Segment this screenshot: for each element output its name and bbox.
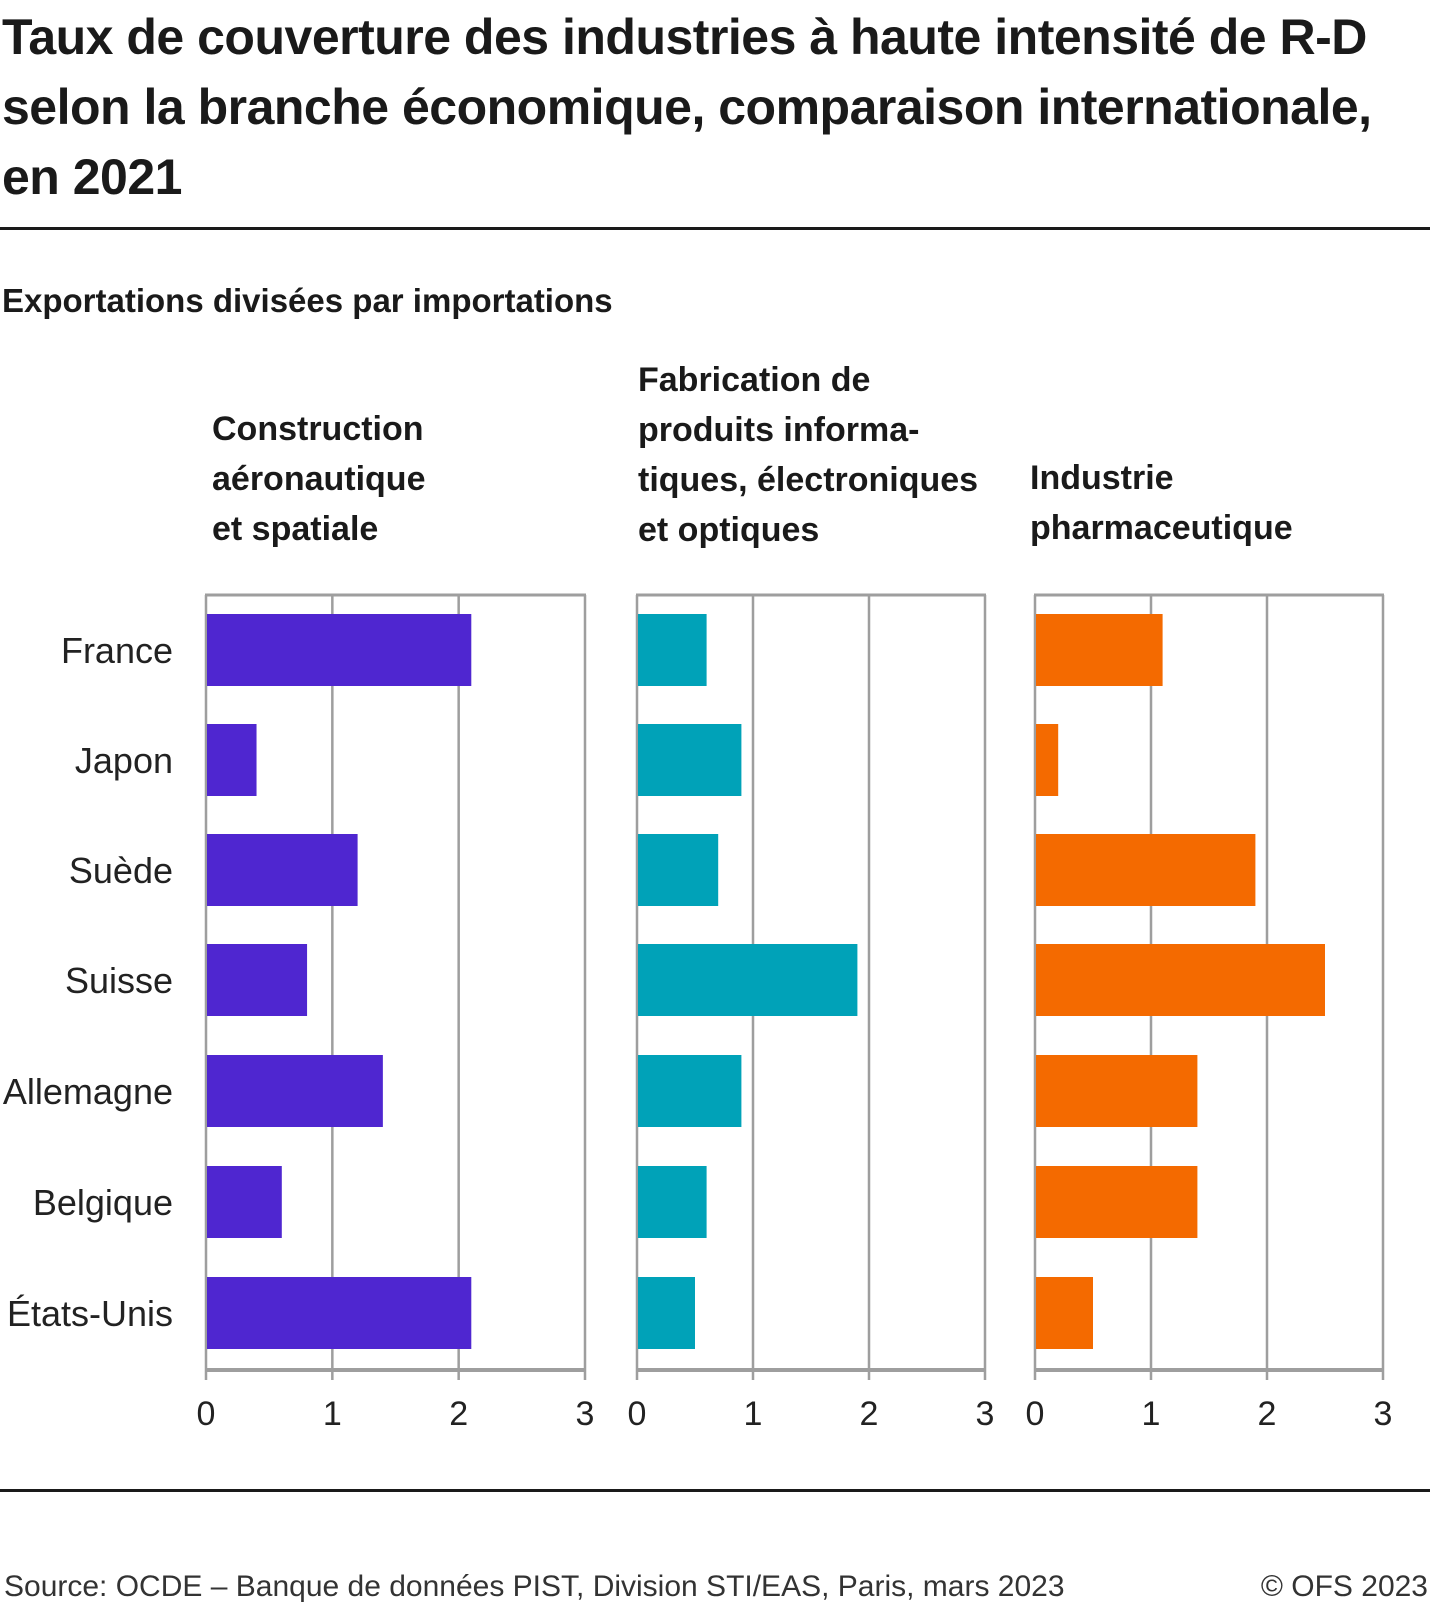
- panel-title-line: et optiques: [638, 511, 820, 549]
- bar: [638, 1166, 707, 1238]
- panel-title-pharma: Industrie pharmaceutique: [1030, 453, 1293, 553]
- category-label: France: [61, 630, 173, 671]
- panel-title-line: pharmaceutique: [1030, 509, 1293, 547]
- bar: [638, 724, 742, 796]
- x-tick-label: 3: [1374, 1395, 1393, 1433]
- category-label: Suède: [69, 850, 173, 891]
- bar: [207, 724, 257, 796]
- x-tick-label: 2: [860, 1395, 879, 1433]
- bar: [207, 944, 308, 1016]
- bar: [638, 614, 707, 686]
- x-tick-label: 1: [323, 1395, 342, 1433]
- chart-area: France Japon Suède Suisse Allemagne Belgique É…: [3, 593, 1393, 1433]
- bar: [638, 944, 858, 1016]
- panel-title-line: et spatiale: [212, 510, 379, 548]
- bottom-divider: [0, 1489, 1430, 1492]
- x-tick-label: 0: [1026, 1395, 1045, 1433]
- x-tick-label: 2: [449, 1395, 468, 1433]
- category-label: Allemagne: [3, 1071, 173, 1112]
- panel-title-electronics: Fabrication de produits informa- tiques,…: [638, 355, 978, 555]
- bar: [1036, 614, 1163, 686]
- panel-title-line: produits informa-: [638, 411, 920, 449]
- panel-title-aeronautics: Construction aéronautique et spatiale: [212, 404, 425, 554]
- panel-title-line: Fabrication de: [638, 361, 871, 399]
- x-tick-label: 2: [1258, 1395, 1277, 1433]
- bar: [207, 1277, 472, 1349]
- bar: [1036, 944, 1325, 1016]
- source-note: Source: OCDE – Banque de données PIST, D…: [4, 1570, 1065, 1603]
- panel-title-line: Industrie: [1030, 459, 1174, 497]
- x-tick-label: 1: [744, 1395, 763, 1433]
- bar: [638, 1277, 695, 1349]
- bar: [207, 614, 472, 686]
- bar: [1036, 834, 1256, 906]
- bar: [207, 1166, 282, 1238]
- x-tick-label: 3: [576, 1395, 595, 1433]
- panel-title-line: aéronautique: [212, 460, 426, 498]
- panel-title-line: tiques, électroniques: [638, 461, 979, 499]
- chart-title: Taux de couverture des industries à haut…: [2, 9, 1372, 205]
- bar: [1036, 724, 1059, 796]
- x-tick-label: 0: [197, 1395, 216, 1433]
- category-label: Suisse: [65, 960, 173, 1001]
- x-tick-label: 3: [976, 1395, 995, 1433]
- bar: [1036, 1055, 1198, 1127]
- x-tick-label: 0: [628, 1395, 647, 1433]
- bar: [1036, 1277, 1093, 1349]
- x-tick-label: 1: [1142, 1395, 1161, 1433]
- bar: [638, 834, 719, 906]
- top-divider: [0, 227, 1430, 230]
- chart-subtitle: Exportations divisées par importations: [2, 282, 613, 319]
- panel-title-line: Construction: [212, 410, 424, 448]
- bar: [207, 834, 358, 906]
- category-label: États-Unis: [7, 1293, 173, 1334]
- copyright-note: © OFS 2023: [1260, 1570, 1428, 1603]
- category-label: Belgique: [33, 1182, 173, 1223]
- category-label: Japon: [75, 740, 173, 781]
- bar: [1036, 1166, 1198, 1238]
- bar: [638, 1055, 742, 1127]
- bar: [207, 1055, 383, 1127]
